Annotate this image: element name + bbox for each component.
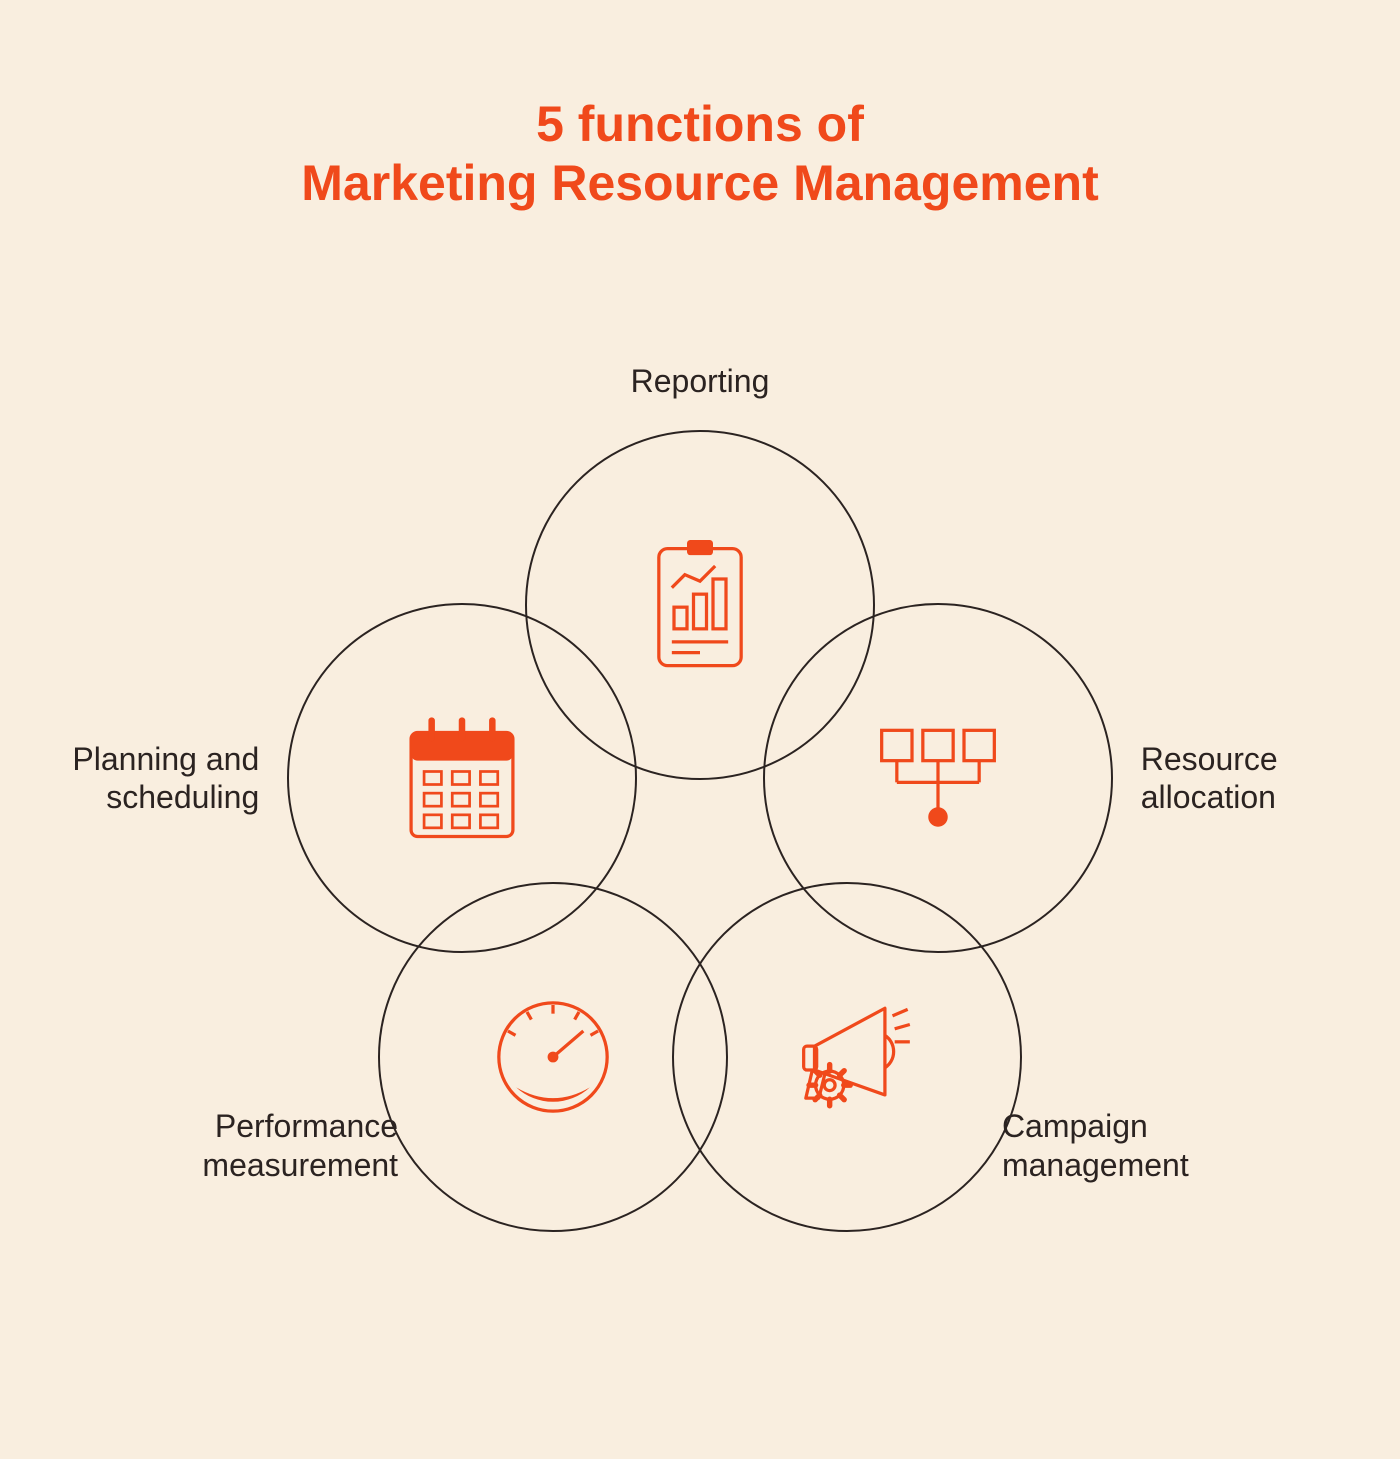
clipboard-chart-icon xyxy=(635,540,765,670)
title-line-1: 5 functions of xyxy=(0,95,1400,154)
label-resource-allocation: Resourceallocation xyxy=(1141,740,1278,817)
title-line-2: Marketing Resource Management xyxy=(0,154,1400,213)
label-campaign-management: Campaignmanagement xyxy=(1002,1107,1189,1184)
calendar-icon xyxy=(397,713,527,843)
org-tree-icon xyxy=(873,713,1003,843)
megaphone-gear-icon xyxy=(782,992,912,1122)
label-reporting: Reporting xyxy=(550,362,850,400)
label-performance-measurement: Performancemeasurement xyxy=(138,1107,398,1184)
page-title: 5 functions of Marketing Resource Manage… xyxy=(0,95,1400,213)
label-planning-scheduling: Planning andscheduling xyxy=(0,740,259,817)
gauge-icon xyxy=(488,992,618,1122)
